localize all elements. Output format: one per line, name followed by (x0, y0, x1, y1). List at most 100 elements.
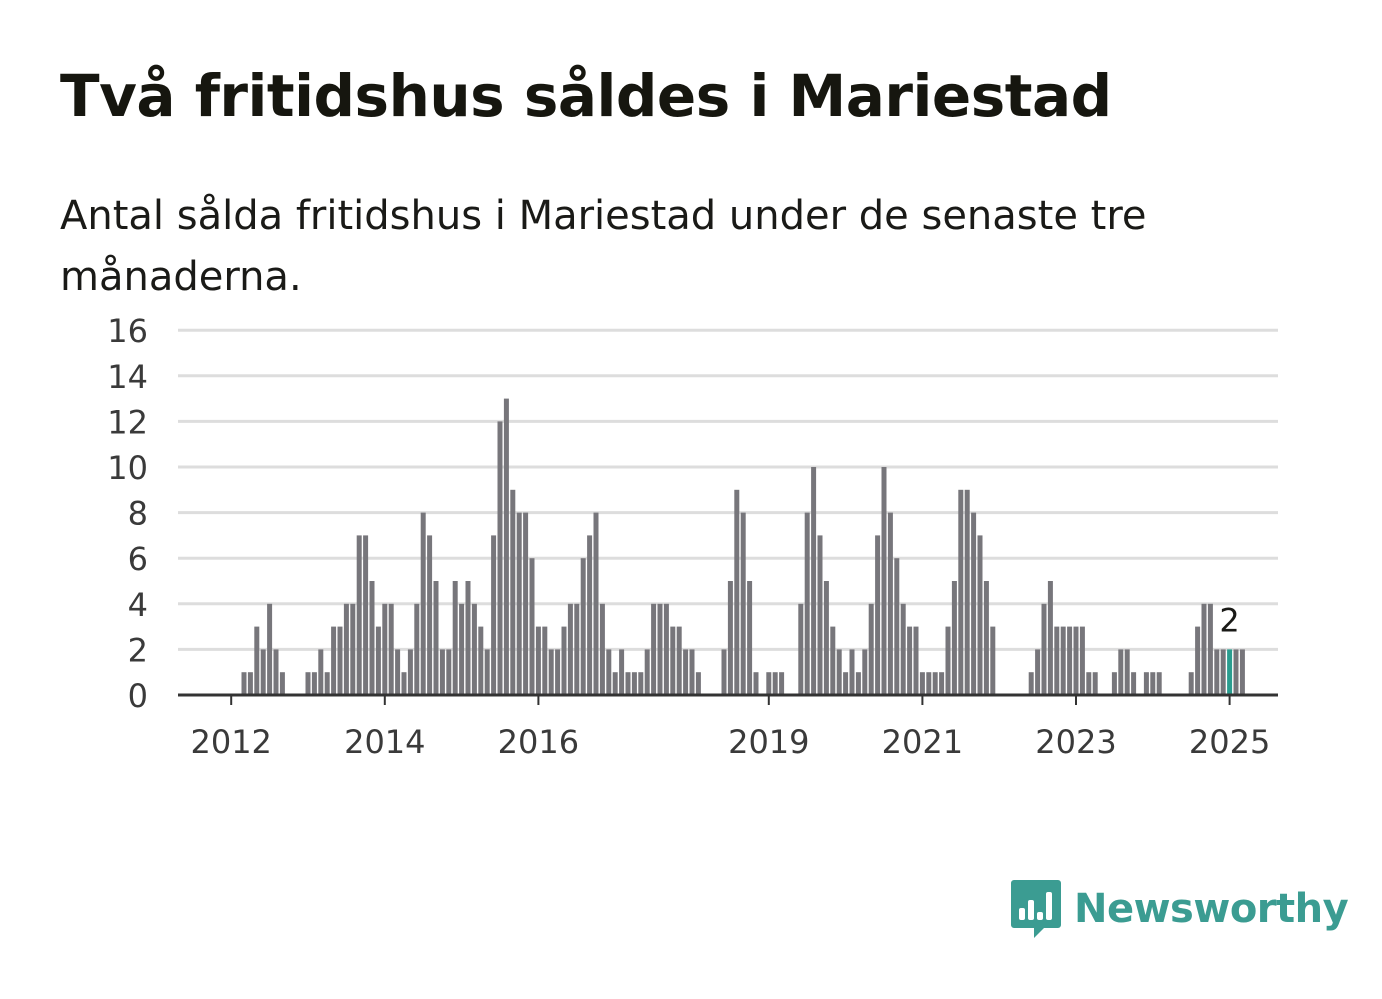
bar (414, 603, 420, 695)
bar (1028, 672, 1034, 695)
bar (510, 489, 516, 695)
bar (1092, 672, 1098, 695)
bar (1188, 672, 1194, 695)
bar (267, 603, 273, 695)
bar (721, 649, 727, 695)
bar (817, 535, 823, 695)
bar (932, 672, 938, 695)
x-tick-label: 2016 (498, 723, 579, 761)
bar (900, 603, 906, 695)
bar (1047, 581, 1053, 695)
bar (779, 672, 785, 695)
bar (1195, 626, 1201, 695)
bar (503, 398, 509, 695)
bar (1124, 649, 1130, 695)
bar (881, 467, 887, 695)
annotations: 2 (1219, 601, 1239, 639)
bar (734, 489, 740, 695)
bar (977, 535, 983, 695)
bar (369, 581, 375, 695)
bar (1067, 626, 1073, 695)
bar (279, 672, 285, 695)
bar (324, 672, 330, 695)
y-tick-label: 4 (128, 586, 148, 624)
bar (363, 535, 369, 695)
bar (561, 626, 567, 695)
bar (913, 626, 919, 695)
bar (331, 626, 337, 695)
bar (663, 603, 669, 695)
bar (407, 649, 413, 695)
bar (1201, 603, 1207, 695)
bar (1220, 649, 1226, 695)
bar (305, 672, 311, 695)
bar (772, 672, 778, 695)
bar (311, 672, 317, 695)
bar (1143, 672, 1149, 695)
bar (433, 581, 439, 695)
bar (1156, 672, 1162, 695)
bar (689, 649, 695, 695)
brand-name: Newsworthy (1074, 886, 1349, 932)
bar (747, 581, 753, 695)
bar (465, 581, 471, 695)
y-tick-label: 10 (107, 449, 148, 487)
bar (868, 603, 874, 695)
y-tick-label: 16 (107, 312, 148, 350)
bar (971, 512, 977, 695)
bar (631, 672, 637, 695)
bar (612, 672, 618, 695)
x-tick-label: 2025 (1189, 723, 1270, 761)
bar (599, 603, 605, 695)
bar (651, 603, 657, 695)
bar (580, 558, 586, 695)
x-axis-labels: 2012 2014 2016 2019 2021 2023 2025 (190, 723, 1270, 761)
bar (356, 535, 362, 695)
y-tick-label: 6 (128, 540, 148, 578)
bar (862, 649, 868, 695)
bar (855, 672, 861, 695)
bar (427, 535, 433, 695)
y-tick-label: 12 (107, 403, 148, 441)
bar (395, 649, 401, 695)
bar (273, 649, 279, 695)
bar (1150, 672, 1156, 695)
chart-title: Två fritidshus såldes i Mariestad (60, 62, 1112, 130)
bar (798, 603, 804, 695)
bar (497, 421, 503, 695)
bar (695, 672, 701, 695)
bar (247, 672, 253, 695)
bar (951, 581, 957, 695)
x-axis (178, 693, 1278, 705)
x-tick-label: 2021 (882, 723, 963, 761)
bar (926, 672, 932, 695)
bar (1214, 649, 1220, 695)
bar (1207, 603, 1213, 695)
bar (1118, 649, 1124, 695)
bar (260, 649, 266, 695)
bar (1060, 626, 1066, 695)
bar (1111, 672, 1117, 695)
bar (945, 626, 951, 695)
bar (548, 649, 554, 695)
bar (625, 672, 631, 695)
bar (606, 649, 612, 695)
bar (638, 672, 644, 695)
bar (1233, 649, 1239, 695)
bar (1079, 626, 1085, 695)
highlighted-bar (1227, 649, 1233, 695)
brand-logo: Newsworthy (1010, 878, 1349, 940)
x-tick-label: 2014 (344, 723, 425, 761)
x-tick-label: 2012 (190, 723, 271, 761)
bar (830, 626, 836, 695)
bar (375, 626, 381, 695)
bar-chart-speech-bubble-icon (1011, 880, 1061, 938)
bar (619, 649, 625, 695)
bar (836, 649, 842, 695)
bar (318, 649, 324, 695)
bar (811, 467, 817, 695)
bar (823, 581, 829, 695)
x-tick-label: 2019 (728, 723, 809, 761)
bar (644, 649, 650, 695)
